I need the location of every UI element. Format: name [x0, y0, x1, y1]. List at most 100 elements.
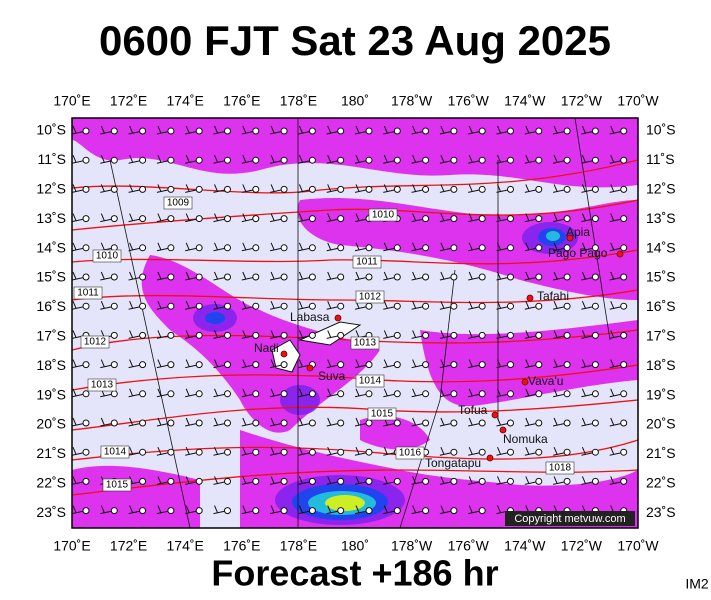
wind-station: [478, 302, 486, 310]
wind-barb: [327, 125, 332, 134]
wind-barb: [72, 388, 77, 396]
wind-station: [422, 390, 430, 398]
latitude-label: 14˚S: [646, 239, 676, 255]
wind-station: [139, 390, 147, 398]
wind-barb: [581, 359, 586, 367]
wind-barb: [610, 184, 615, 192]
wind-barb: [383, 125, 388, 134]
latitude-label: 12˚S: [36, 181, 66, 197]
latitude-label: 10˚S: [36, 122, 66, 138]
latitude-label: 15˚S: [36, 269, 66, 285]
wind-barb: [242, 505, 247, 513]
wind-station: [110, 185, 118, 193]
wind-barb: [298, 301, 303, 309]
wind-station: [139, 507, 147, 515]
wind-barb: [355, 184, 360, 192]
wind-barb: [610, 242, 615, 250]
wind-barb: [157, 242, 162, 250]
wind-station: [252, 477, 260, 485]
wind-station: [450, 185, 458, 193]
wind-station: [308, 302, 316, 310]
wind-station: [365, 361, 373, 369]
wind-barb: [383, 505, 388, 513]
wind-station: [252, 185, 260, 193]
wind-station: [365, 127, 373, 135]
wind-barb: [129, 447, 134, 455]
longitude-label: 178˚W: [391, 93, 433, 109]
isobar-label-box: [80, 335, 110, 349]
wind-barb: [100, 417, 105, 426]
wind-barb: [72, 213, 77, 221]
wind-station: [280, 507, 288, 515]
isobar-label-box: [368, 208, 398, 222]
wind-station: [280, 390, 288, 398]
wind-station: [365, 185, 373, 193]
wind-station: [224, 244, 231, 252]
wind-station: [280, 302, 288, 310]
wind-barb: [639, 155, 642, 162]
wind-station: [450, 215, 458, 223]
wind-barb: [298, 359, 303, 367]
wind-barb: [610, 388, 615, 396]
wind-barb: [610, 447, 615, 455]
wind-barb: [553, 271, 558, 280]
latitude-label: 14˚S: [36, 239, 66, 255]
wind-station: [280, 477, 288, 485]
wind-station: [195, 361, 203, 369]
wind-station: [139, 185, 147, 193]
wind-barb: [355, 242, 360, 250]
wind-station: [422, 477, 430, 485]
wind-barb: [72, 447, 77, 455]
wind-station: [139, 419, 147, 427]
wind-station: [308, 156, 316, 164]
wind-station: [591, 390, 599, 398]
wind-station: [337, 477, 345, 485]
wind-station: [195, 507, 203, 515]
wind-barb: [157, 213, 162, 221]
wind-station: [422, 127, 430, 135]
wind-barb: [412, 330, 417, 338]
wind-station: [167, 273, 175, 281]
wind-station: [450, 156, 458, 164]
wind-station: [393, 331, 401, 339]
wind-barb: [157, 301, 162, 309]
wind-station: [337, 156, 345, 164]
wind-station: [535, 448, 543, 456]
wind-barb: [497, 155, 501, 163]
longitude-label: 172˚E: [110, 538, 147, 554]
wind-station: [224, 331, 231, 339]
wind-barb: [298, 388, 303, 396]
wind-barb: [72, 301, 77, 309]
wind-barb: [525, 242, 530, 250]
isobar-label-box: [87, 378, 117, 392]
wind-barb: [412, 301, 417, 309]
wind-barb: [327, 505, 332, 513]
longitude-label: 174˚W: [504, 538, 546, 554]
wind-barb: [355, 155, 360, 163]
wind-barb: [412, 505, 417, 513]
wind-barb: [185, 476, 190, 484]
wind-barb: [327, 242, 332, 250]
latitude-label: 17˚S: [646, 328, 676, 344]
wind-barb: [525, 447, 530, 455]
wind-station: [478, 331, 486, 339]
wind-barb: [185, 271, 190, 280]
wind-station: [195, 302, 203, 310]
wind-barb: [581, 155, 586, 163]
wind-barb: [610, 155, 615, 163]
wind-station: [450, 127, 458, 135]
isobar-label: 1015: [106, 480, 129, 491]
wind-barb: [355, 359, 360, 367]
wind-station: [308, 127, 316, 135]
wind-station: [167, 156, 175, 164]
wind-station: [591, 331, 599, 339]
wind-barb: [581, 301, 586, 309]
wind-station: [393, 507, 401, 515]
wind-station: [224, 215, 231, 223]
wind-barb: [412, 155, 417, 163]
wind-station: [252, 331, 260, 339]
wind-barb: [129, 388, 134, 396]
wind-barb: [157, 505, 162, 513]
wind-station: [507, 185, 514, 193]
wind-barb: [553, 155, 558, 163]
